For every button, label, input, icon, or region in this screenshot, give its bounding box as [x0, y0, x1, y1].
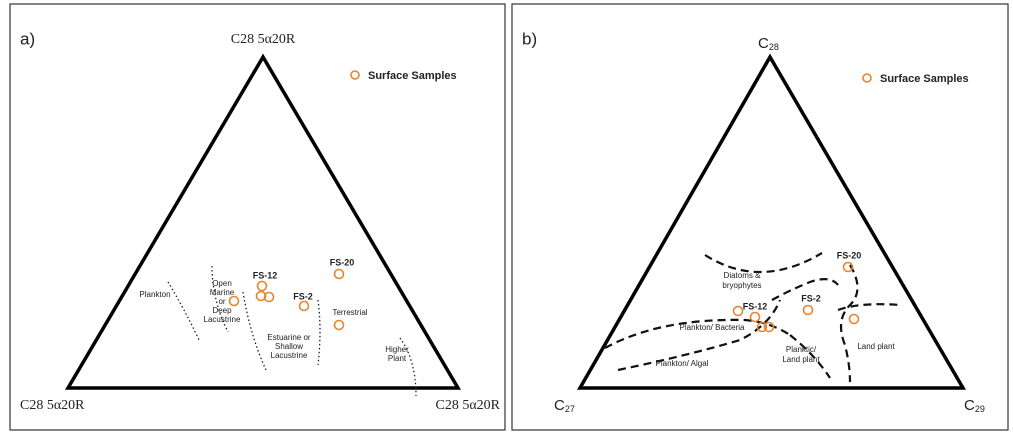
boundary: [839, 264, 859, 383]
sample-point: [298, 300, 310, 312]
region-label: Higher: [385, 345, 409, 354]
region-label: Lacustrine: [271, 351, 308, 360]
panel-b-frame: [511, 3, 1009, 431]
region-label: Plankton/ Algal: [656, 359, 709, 368]
region-label: Marine: [210, 288, 235, 297]
region-label: Diatoms &: [724, 271, 762, 280]
boundary: [789, 334, 831, 379]
boundary: [704, 252, 823, 274]
sample-point: [749, 311, 761, 323]
legend-label: Surface Samples: [368, 70, 457, 82]
sample-point: [842, 261, 854, 273]
apex-label: C27: [554, 397, 575, 414]
apex-label: C29: [964, 397, 985, 414]
sample-label: FS-12: [743, 301, 768, 311]
boundary: [399, 337, 417, 397]
sample-point: [848, 313, 860, 325]
sample-point: [333, 268, 345, 280]
apex-label: C28 5α20R: [231, 32, 296, 47]
region-label: Plankton: [139, 290, 170, 299]
apex-main: C: [964, 397, 975, 414]
sample-label: FS-20: [330, 257, 355, 267]
panel-label: b): [522, 29, 537, 48]
region-label: Deep: [212, 306, 232, 315]
panel-a-frame: [9, 3, 506, 431]
panel-label: a): [20, 29, 35, 48]
sample-point: [763, 321, 775, 333]
boundary: [242, 291, 267, 371]
region-label: Plant: [388, 354, 407, 363]
boundary: [317, 299, 321, 366]
boundary: [837, 303, 901, 312]
region-label: Open: [212, 279, 232, 288]
sample-label: FS-20: [837, 250, 862, 260]
legend-marker: [350, 70, 360, 80]
region-label: Land plant: [782, 355, 820, 364]
legend-label: Surface Samples: [880, 73, 969, 85]
sample-point: [256, 280, 268, 292]
apex-sub: 28: [769, 42, 779, 52]
sample-point: [263, 291, 275, 303]
apex-label: C28 5α20R: [20, 398, 85, 413]
boundary: [617, 299, 782, 372]
sample-point: [255, 290, 267, 302]
sample-point: [333, 319, 345, 331]
apex-label: C28 5α20R: [435, 398, 500, 413]
sample-point: [756, 321, 768, 333]
region-label: Land plant: [857, 342, 895, 351]
region-label: Shallow: [275, 342, 303, 351]
boundary: [771, 278, 839, 301]
region-label: Plankton/ Bacteria: [680, 323, 745, 332]
region-label: or: [218, 297, 225, 306]
sample-label: FS-2: [293, 291, 313, 301]
sample-label: FS-12: [253, 270, 278, 280]
apex-main: C: [758, 35, 769, 52]
triangle: [64, 53, 462, 390]
apex-sub: 29: [975, 404, 985, 414]
region-label: Terrestrial: [332, 308, 367, 317]
triangle: [576, 53, 967, 390]
apex-sub: 27: [565, 404, 575, 414]
region-label: Lacustrine: [204, 315, 241, 324]
sample-point: [228, 295, 240, 307]
apex-main: C: [554, 397, 565, 414]
apex-label: C28: [758, 35, 779, 52]
region-label: bryophytes: [722, 281, 761, 290]
boundary: [167, 281, 201, 343]
sample-point: [732, 305, 744, 317]
region-label: Estuarine or: [267, 333, 310, 342]
region-label: Planktic/: [786, 345, 817, 354]
sample-point: [802, 304, 814, 316]
legend-marker: [862, 73, 872, 83]
sample-label: FS-2: [801, 293, 821, 303]
